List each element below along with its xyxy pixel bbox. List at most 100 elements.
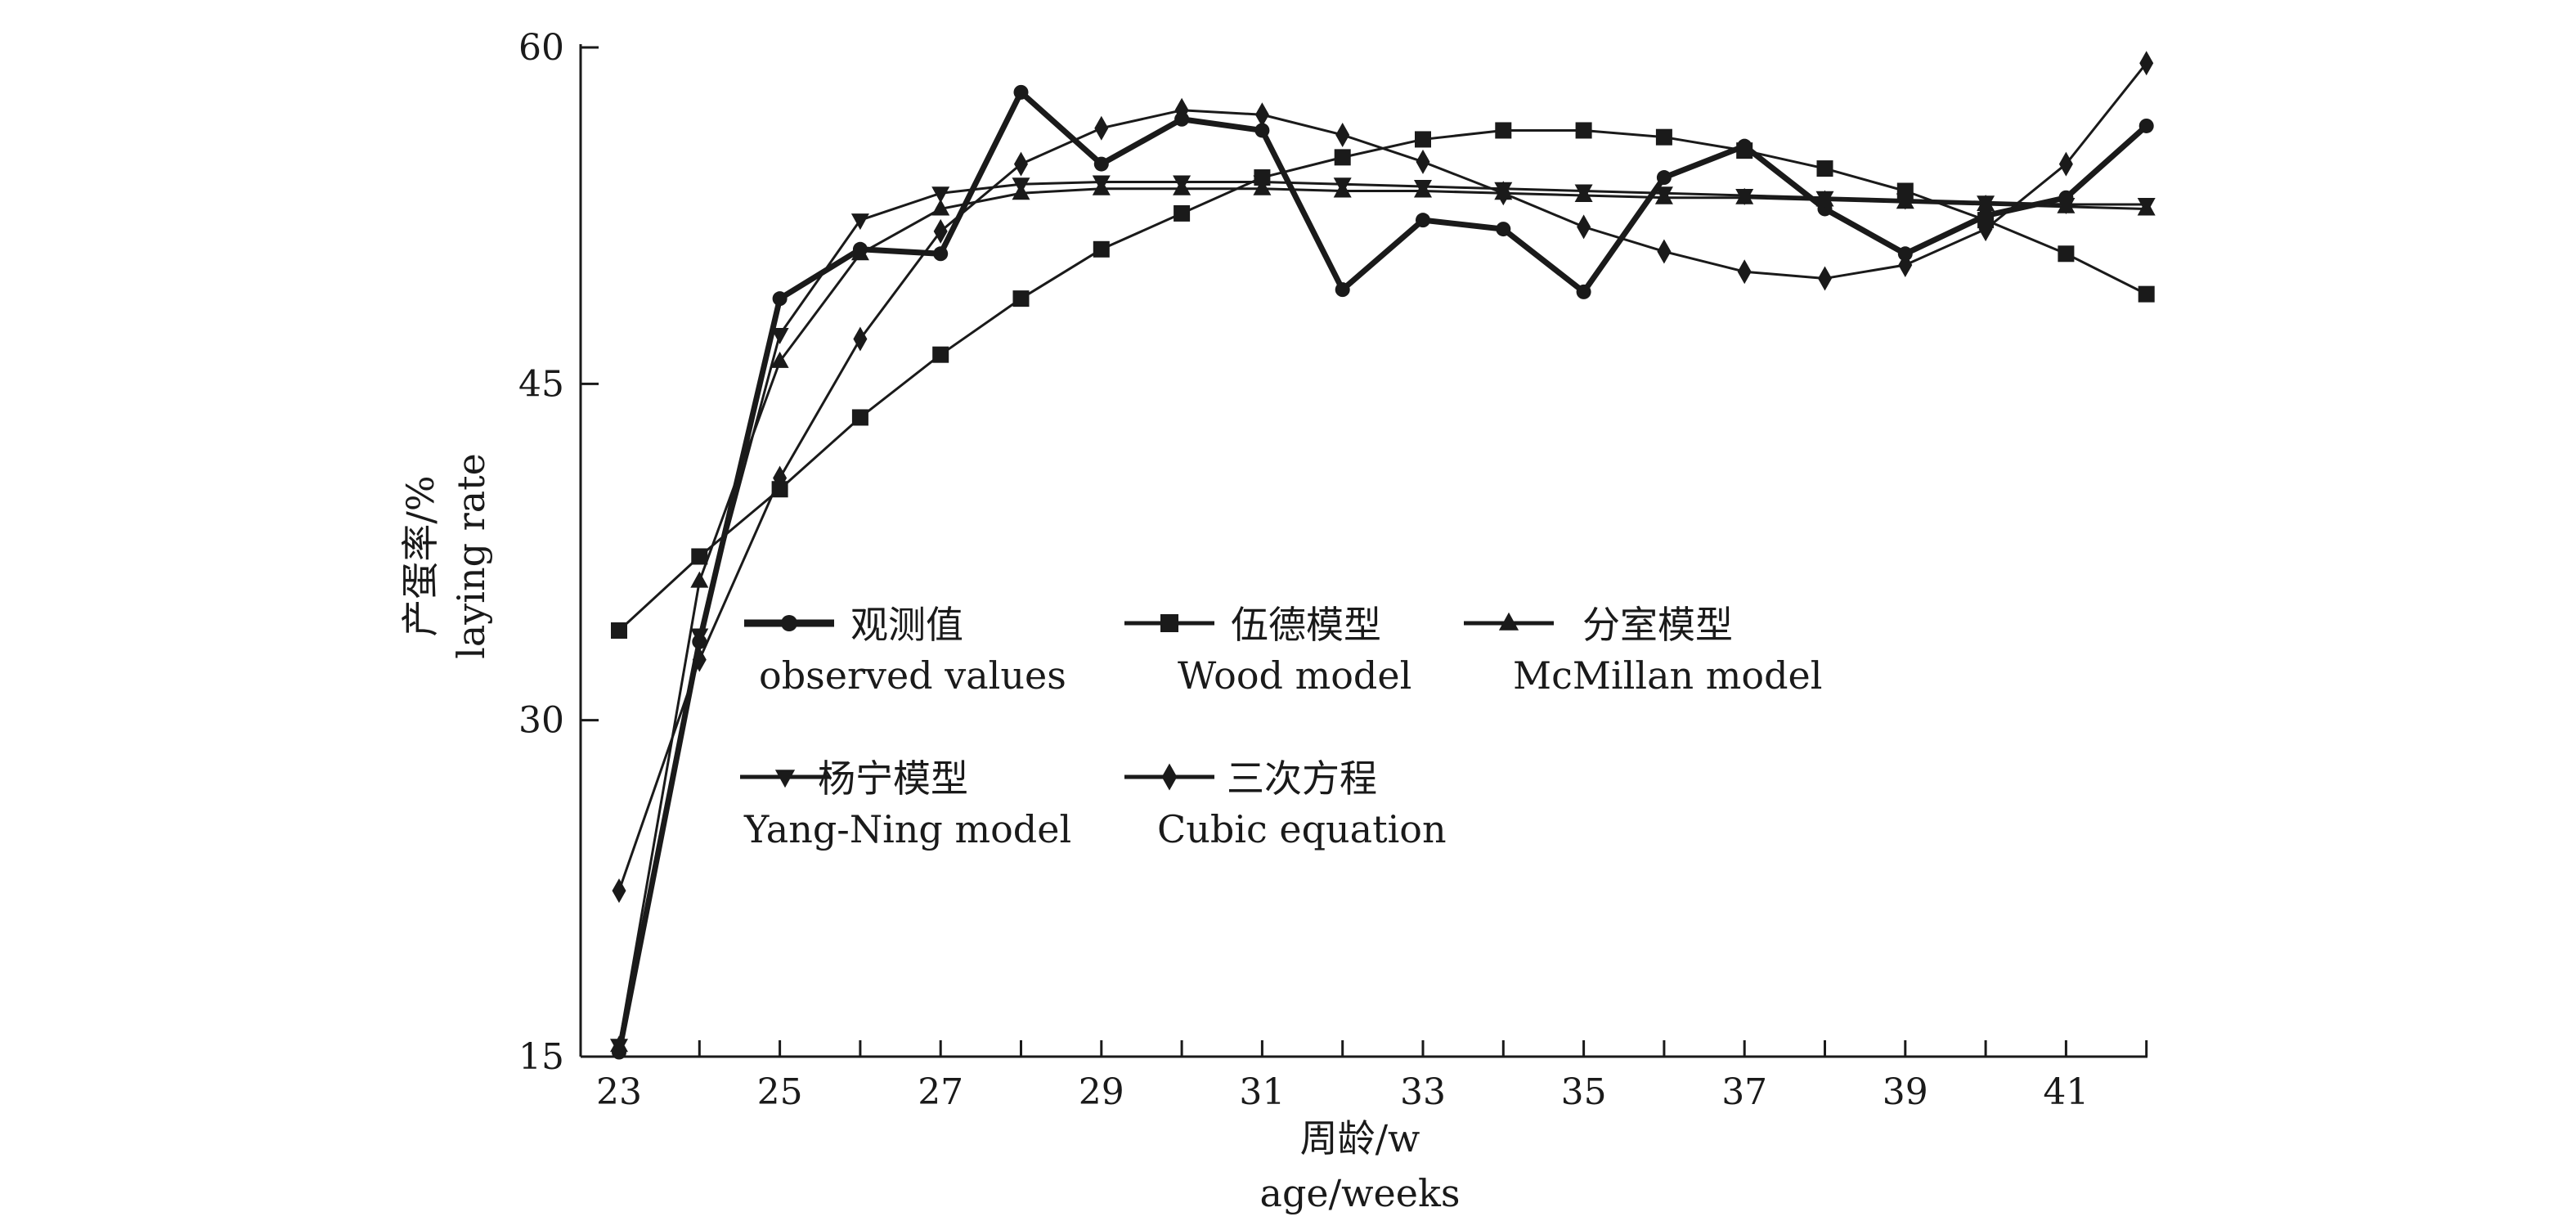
data-point	[1415, 131, 1431, 148]
data-point	[850, 213, 869, 231]
data-point	[773, 465, 788, 491]
data-point	[1577, 214, 1591, 240]
data-point	[1657, 239, 1672, 264]
legend-label-cn: 伍德模型	[1231, 603, 1381, 647]
legend-item: 分室模型 McMillan model	[1464, 603, 1822, 698]
data-point	[1173, 175, 1192, 192]
tick-group: 23 25 27 29 31 33 35 37 39 41 15 30 45 60	[518, 27, 2148, 1113]
legend-label-cn: 杨宁模型	[818, 756, 968, 801]
data-point	[931, 186, 950, 204]
data-point	[1334, 149, 1351, 166]
x-tick-label: 33	[1400, 1071, 1446, 1113]
x-tick-label: 35	[1561, 1071, 1607, 1113]
series-mcmillan-model	[610, 178, 2156, 1053]
x-tick-label: 37	[1721, 1071, 1767, 1113]
series-line	[617, 128, 2147, 632]
data-point	[1335, 282, 1350, 298]
data-point	[1496, 181, 1510, 206]
data-point	[2139, 51, 2154, 76]
data-point	[1898, 252, 1913, 277]
data-point	[1496, 222, 1511, 237]
data-point	[1977, 195, 1995, 213]
x-tick-label: 23	[596, 1071, 642, 1113]
data-point	[1414, 180, 1432, 197]
data-point	[611, 622, 627, 639]
series-line	[617, 181, 2147, 1046]
data-point	[692, 647, 707, 672]
axis-labels: 周龄/w age/weeks 产蛋率/% laying rate	[398, 453, 1460, 1215]
legend-marker	[1161, 763, 1178, 791]
legend-label-en: Cubic equation	[1157, 807, 1447, 851]
legend-label-cn: 分室模型	[1582, 603, 1733, 647]
legend-marker	[774, 770, 796, 788]
data-point	[1174, 204, 1191, 222]
data-point	[1335, 122, 1350, 147]
y-tick-label: 30	[518, 700, 564, 742]
y-tick-label: 15	[518, 1036, 564, 1078]
data-point	[2058, 245, 2075, 263]
legend-label-cn: 观测值	[850, 603, 963, 647]
data-point	[1333, 177, 1352, 195]
data-point	[933, 246, 949, 262]
data-point	[1416, 213, 1430, 228]
legend-marker	[1498, 612, 1519, 631]
data-point	[1654, 186, 1673, 204]
legend-item: 观测值 observed values	[744, 603, 1066, 698]
legend-label-en: Wood model	[1178, 653, 1411, 698]
data-point	[1575, 122, 1592, 139]
x-tick-label: 31	[1239, 1071, 1285, 1113]
data-point	[1012, 177, 1030, 195]
data-point	[1737, 259, 1752, 285]
series-observed-values	[612, 84, 2154, 1060]
x-tick-label: 25	[757, 1071, 803, 1113]
data-point	[932, 346, 949, 363]
data-point	[1815, 191, 1834, 208]
data-point	[770, 328, 789, 345]
data-point	[1253, 175, 1272, 192]
data-point	[1816, 160, 1833, 177]
data-point	[1818, 266, 1832, 291]
legend-item: 杨宁模型 Yang-Ning model	[740, 756, 1071, 851]
data-point	[1014, 151, 1028, 177]
data-point	[1174, 97, 1189, 123]
series-line	[617, 62, 2147, 891]
series-cubic-equation	[612, 51, 2154, 904]
x-axis-label-cn: 周龄/w	[1300, 1116, 1420, 1160]
y-tick-label: 45	[518, 363, 564, 405]
data-point	[1416, 149, 1430, 174]
data-point	[1656, 170, 1672, 186]
series-line	[617, 187, 2147, 1046]
data-point	[931, 199, 950, 216]
data-point	[1736, 142, 1753, 159]
series-group	[610, 51, 2156, 1060]
data-point	[770, 351, 789, 368]
data-point	[1495, 122, 1512, 139]
data-point	[1093, 240, 1110, 258]
x-tick-label: 27	[918, 1071, 963, 1113]
data-point	[1576, 284, 1591, 299]
data-point	[690, 571, 709, 588]
data-point	[2058, 151, 2073, 177]
data-point	[2137, 197, 2156, 214]
data-point	[1093, 156, 1109, 172]
y-axis-label-cn: 产蛋率/%	[398, 475, 442, 636]
data-point	[691, 548, 708, 565]
x-tick-label: 29	[1079, 1071, 1124, 1113]
series-yang-ning-model	[610, 175, 2156, 1056]
legend-item: 伍德模型 Wood model	[1124, 603, 1411, 698]
data-point	[1735, 188, 1754, 205]
legend-item: 三次方程 Cubic equation	[1124, 756, 1447, 851]
data-point	[2138, 118, 2154, 133]
data-point	[1012, 290, 1030, 308]
legend: 观测值 observed values 伍德模型 Wood model 分室模型 McMi…	[740, 603, 1822, 851]
data-point	[1013, 84, 1029, 100]
legend-label-en: observed values	[759, 653, 1066, 698]
data-point	[1574, 184, 1593, 201]
axes	[579, 44, 2147, 1058]
data-point	[933, 218, 948, 244]
y-axis-label-en: laying rate	[449, 453, 493, 659]
data-point	[2057, 197, 2076, 214]
y-tick-label: 60	[518, 27, 564, 69]
data-point	[690, 628, 709, 645]
